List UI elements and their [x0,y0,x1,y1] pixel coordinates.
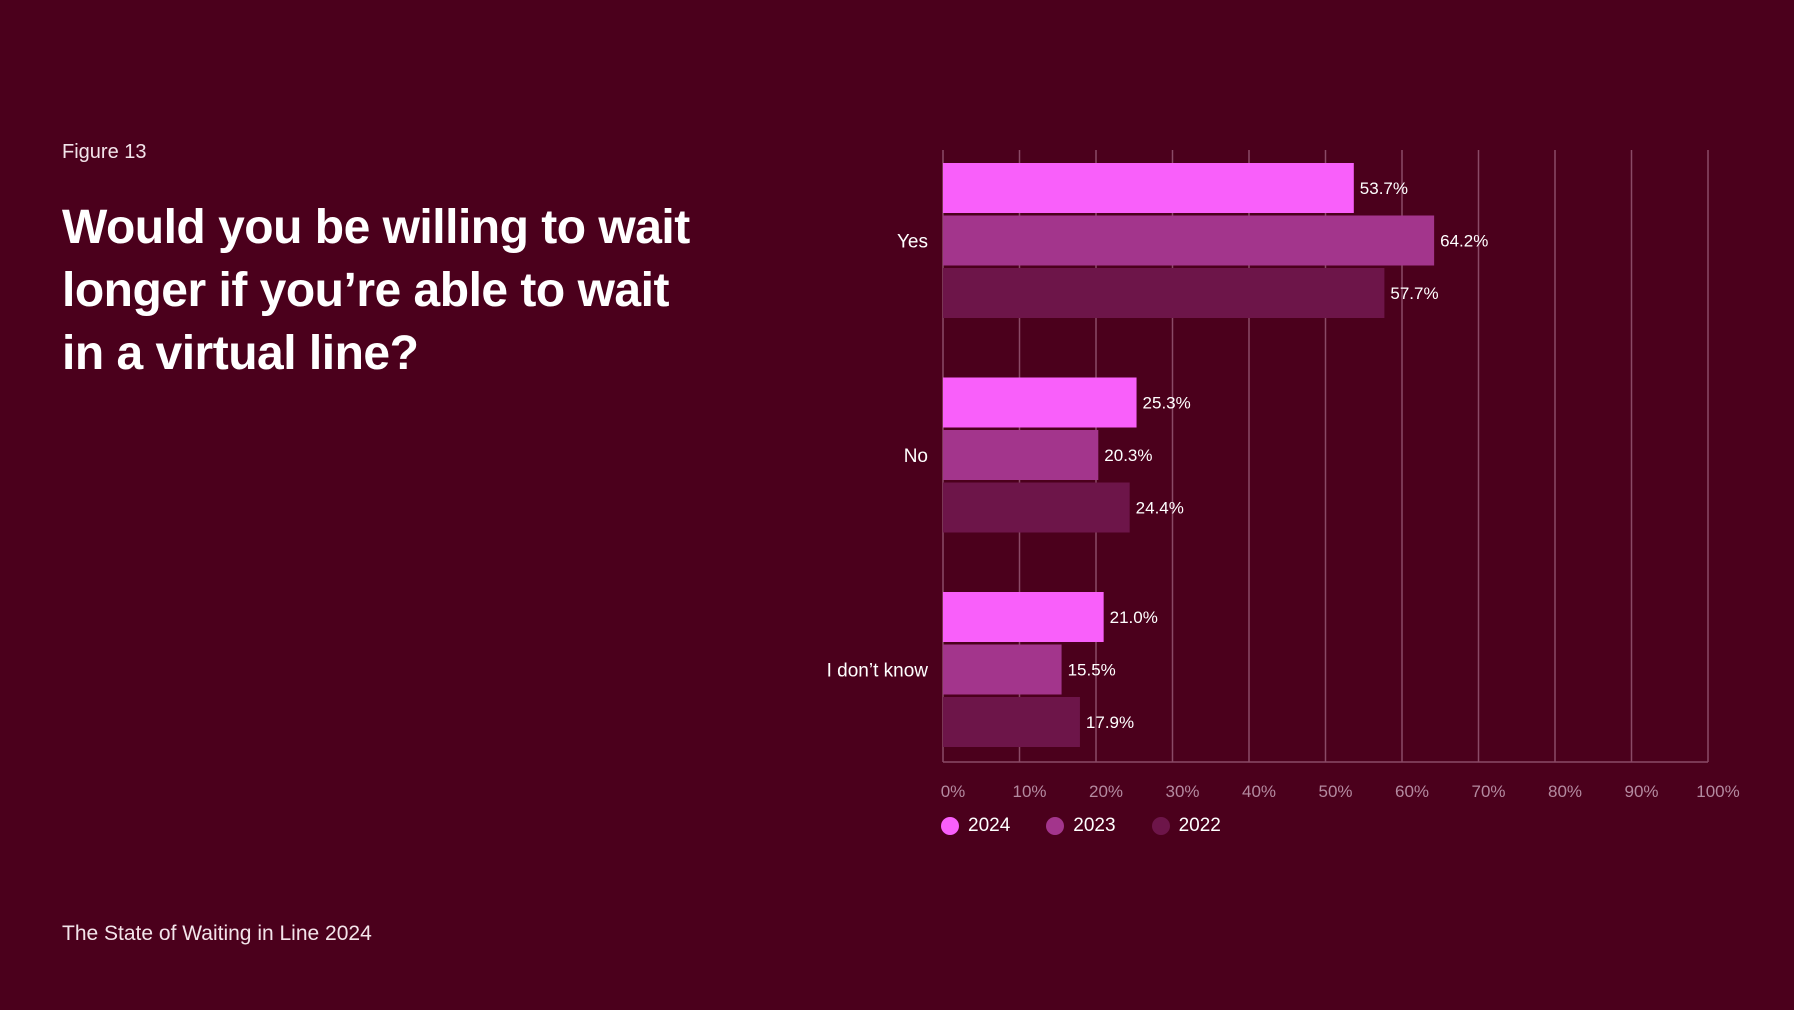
chart-title: Would you be willing to wait longer if y… [62,201,690,380]
data-label: 24.4% [1136,499,1184,518]
legend-swatch-2022 [1151,817,1170,835]
legend-label-2023: 2023 [1073,815,1116,836]
bar-2023 [943,215,1435,266]
legend-item-2023: 2023 [1046,815,1116,837]
bar-2022 [943,697,1080,747]
x-tick-label: 0% [941,782,966,801]
bar-2024 [943,377,1137,428]
data-label: 53.7% [1360,179,1408,198]
legend-swatch-2023 [1046,817,1065,835]
bar-2024 [943,592,1104,642]
x-tick-label: 50% [1318,782,1352,801]
x-tick-label: 80% [1548,782,1582,801]
legend-item-2022: 2022 [1151,815,1221,837]
bar-2023 [943,644,1062,695]
data-label: 57.7% [1390,284,1438,303]
footer-text: The State of Waiting in Line 2024 [62,922,372,945]
x-tick-label: 100% [1696,782,1739,801]
bar-2022 [943,268,1385,318]
data-label: 15.5% [1068,661,1116,680]
data-label: 64.2% [1440,232,1488,251]
legend-label-2024: 2024 [968,815,1011,836]
x-tick-label: 20% [1089,782,1123,801]
category-label: Yes [897,232,928,253]
figure-label: Figure 13 [62,141,147,163]
x-tick-label: 60% [1395,782,1429,801]
data-label: 21.0% [1110,608,1158,627]
legend: 2024 2023 2022 [941,815,1257,837]
x-tick-label: 90% [1624,782,1658,801]
data-label: 17.9% [1086,713,1134,732]
category-label: No [904,446,928,467]
bar-2024 [943,163,1354,213]
bar-2022 [943,482,1130,533]
x-tick-label: 70% [1471,782,1505,801]
x-tick-label: 40% [1242,782,1276,801]
bars [943,163,1435,747]
legend-item-2024: 2024 [941,815,1010,837]
legend-swatch-2024 [941,817,959,835]
x-tick-label: 30% [1165,782,1199,801]
labels: 0% 10% 20% 30% 40% 50% 60% 70% 80% 90% 100% Yes 53.7… [827,179,1740,801]
category-label: I don’t know [827,661,929,682]
x-tick-label: 10% [1012,782,1046,801]
data-label: 20.3% [1104,446,1152,465]
legend-label-2022: 2022 [1178,815,1221,836]
bar-2023 [943,430,1099,480]
data-label: 25.3% [1143,394,1191,413]
